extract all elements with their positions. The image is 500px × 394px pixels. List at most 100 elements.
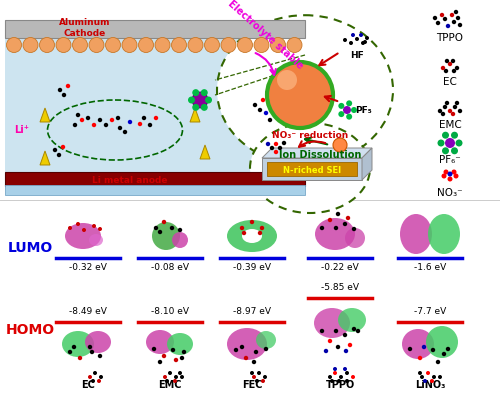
Text: LUMO: LUMO [8, 241, 52, 255]
Circle shape [260, 226, 264, 230]
Circle shape [349, 41, 353, 45]
Circle shape [359, 33, 363, 37]
Text: -7.7 eV: -7.7 eV [414, 307, 446, 316]
Text: N-riched SEI: N-riched SEI [283, 165, 341, 175]
Circle shape [345, 371, 349, 375]
Circle shape [278, 146, 282, 150]
Circle shape [154, 116, 158, 120]
Circle shape [438, 109, 442, 113]
Circle shape [418, 356, 422, 360]
Circle shape [442, 173, 446, 178]
Circle shape [445, 59, 449, 63]
Circle shape [365, 36, 369, 40]
Circle shape [174, 358, 178, 362]
Circle shape [351, 375, 355, 379]
Circle shape [178, 228, 182, 232]
Circle shape [451, 147, 458, 154]
Circle shape [268, 118, 272, 122]
Circle shape [253, 103, 257, 107]
Text: -0.22 eV: -0.22 eV [321, 264, 359, 273]
Text: LiNO₃: LiNO₃ [415, 380, 445, 390]
Text: NO₃⁻ reduction: NO₃⁻ reduction [272, 132, 348, 141]
Circle shape [444, 169, 448, 175]
Circle shape [76, 222, 80, 226]
Text: EC: EC [81, 380, 95, 390]
Circle shape [333, 138, 347, 152]
Circle shape [62, 93, 66, 97]
Ellipse shape [227, 220, 277, 252]
Circle shape [336, 212, 340, 216]
Ellipse shape [217, 15, 393, 165]
Ellipse shape [345, 228, 365, 248]
Ellipse shape [338, 308, 366, 332]
Circle shape [98, 118, 102, 122]
Circle shape [361, 41, 365, 45]
Circle shape [337, 379, 341, 383]
Circle shape [418, 371, 422, 375]
Circle shape [454, 10, 458, 14]
FancyBboxPatch shape [262, 158, 362, 180]
Text: PF₆⁻: PF₆⁻ [439, 155, 461, 165]
Text: -8.97 eV: -8.97 eV [233, 307, 271, 316]
Circle shape [455, 101, 459, 105]
Circle shape [172, 37, 186, 52]
Ellipse shape [172, 232, 188, 248]
Circle shape [450, 13, 454, 17]
Circle shape [446, 347, 450, 351]
Circle shape [443, 17, 447, 21]
Circle shape [158, 360, 162, 364]
Circle shape [264, 111, 268, 115]
Circle shape [445, 101, 449, 105]
Circle shape [58, 88, 62, 92]
Text: EC: EC [443, 77, 457, 87]
Text: EMC: EMC [158, 380, 182, 390]
Text: FEC: FEC [242, 380, 262, 390]
Circle shape [254, 350, 258, 354]
Circle shape [339, 375, 343, 379]
Circle shape [423, 379, 427, 383]
Circle shape [91, 379, 95, 383]
Circle shape [345, 379, 349, 383]
Circle shape [338, 103, 344, 109]
Circle shape [93, 371, 97, 375]
Circle shape [442, 147, 449, 154]
Circle shape [270, 37, 285, 52]
Circle shape [264, 347, 268, 351]
Circle shape [88, 375, 92, 379]
Circle shape [351, 107, 357, 113]
Circle shape [346, 100, 352, 106]
Text: NO₃⁻: NO₃⁻ [437, 188, 463, 198]
Circle shape [352, 327, 356, 331]
Circle shape [320, 329, 324, 333]
Ellipse shape [402, 329, 434, 359]
Circle shape [165, 379, 169, 383]
Circle shape [408, 347, 412, 351]
Circle shape [422, 345, 426, 349]
Circle shape [92, 123, 96, 127]
Text: Aluminum
Cathode: Aluminum Cathode [60, 18, 111, 38]
Circle shape [128, 120, 132, 124]
Circle shape [261, 379, 265, 383]
Circle shape [242, 231, 246, 235]
Circle shape [336, 345, 340, 349]
Text: HOMO: HOMO [6, 323, 54, 337]
Circle shape [68, 350, 72, 354]
Circle shape [162, 354, 166, 358]
Circle shape [116, 116, 120, 120]
Text: EMC: EMC [438, 120, 462, 130]
Circle shape [266, 142, 270, 146]
Circle shape [328, 218, 332, 222]
Circle shape [441, 112, 445, 116]
Circle shape [221, 37, 236, 52]
Text: TPPO: TPPO [326, 380, 354, 390]
Circle shape [255, 379, 259, 383]
Ellipse shape [227, 328, 267, 360]
Ellipse shape [400, 214, 432, 254]
Circle shape [343, 222, 347, 226]
FancyBboxPatch shape [5, 172, 305, 186]
Circle shape [173, 379, 177, 383]
Circle shape [205, 97, 212, 104]
Circle shape [343, 38, 347, 42]
Circle shape [152, 347, 156, 351]
Ellipse shape [89, 234, 103, 246]
